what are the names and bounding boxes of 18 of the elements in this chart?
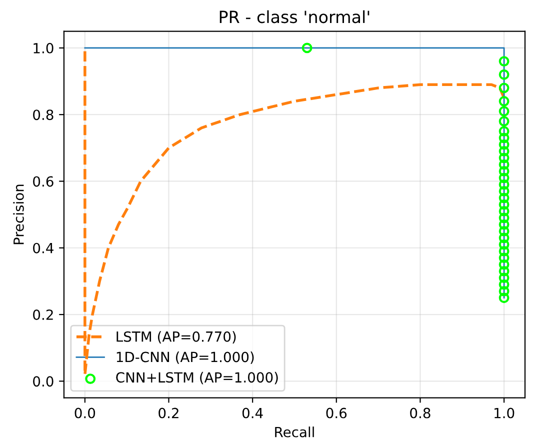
x-axis-title: Recall	[275, 426, 314, 438]
y-axis-title: Precision	[13, 184, 24, 244]
y-tick-label: 0.4	[33, 242, 54, 254]
legend-label: CNN+LSTM (AP=1.000)	[116, 372, 278, 384]
x-tick-label: 1.0	[494, 408, 514, 418]
x-tick-label: 0.6	[326, 408, 347, 418]
legend-label: LSTM (AP=0.770)	[116, 331, 236, 344]
y-tick-label: 0.8	[33, 110, 54, 120]
y-tick-label: 0.0	[33, 376, 54, 387]
legend-label: 1D-CNN (AP=1.000)	[116, 352, 254, 364]
chart-title: PR - class 'normal'	[220, 10, 370, 24]
y-tick-label: 0.6	[33, 176, 54, 187]
y-tick-label: 0.2	[33, 309, 53, 320]
x-tick-label: 0.2	[158, 408, 178, 418]
x-tick-label: 0.8	[410, 408, 430, 418]
x-tick-label: 0.4	[242, 408, 263, 418]
x-tick-label: 0.0	[74, 408, 96, 418]
y-tick-label: 1.0	[34, 42, 54, 54]
